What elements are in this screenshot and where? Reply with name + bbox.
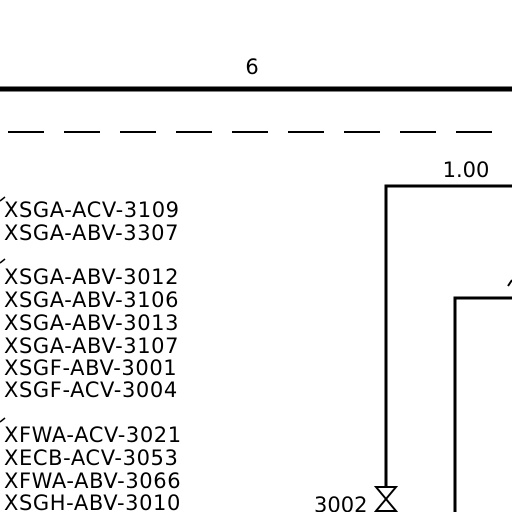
- group-tick-2: [0, 258, 6, 264]
- tag-label: XSGA-ABV-3107: [4, 334, 179, 358]
- line-value-label: 1.00: [443, 158, 490, 182]
- leader-stub: [507, 279, 512, 287]
- tag-label: XSGA-ABV-3013: [4, 311, 179, 335]
- group-tick-1: [0, 196, 6, 202]
- tag-label: XSGH-ABV-3010: [4, 491, 181, 512]
- group-tick-3: [0, 417, 6, 423]
- tag-label: XSGF-ACV-3004: [4, 378, 178, 402]
- pipe-line-inner: [453, 296, 512, 512]
- tag-label: XSGA-ACV-3109: [4, 198, 180, 222]
- tag-label: XFWA-ACV-3021: [4, 423, 182, 447]
- tag-label: XSGA-ABV-3106: [4, 288, 179, 312]
- pipe-line-outer: [384, 184, 512, 512]
- tag-label: XFWA-ABV-3066: [4, 469, 181, 493]
- valve-icon: [373, 486, 399, 512]
- section-number: 6: [245, 55, 258, 79]
- tag-label: XSGA-ABV-3012: [4, 265, 179, 289]
- tag-label: XSGF-ABV-3001: [4, 356, 177, 380]
- tag-label: XECB-ACV-3053: [4, 446, 178, 470]
- tag-label: XSGA-ABV-3307: [4, 221, 179, 245]
- valve-tag-label: 3002: [314, 493, 367, 512]
